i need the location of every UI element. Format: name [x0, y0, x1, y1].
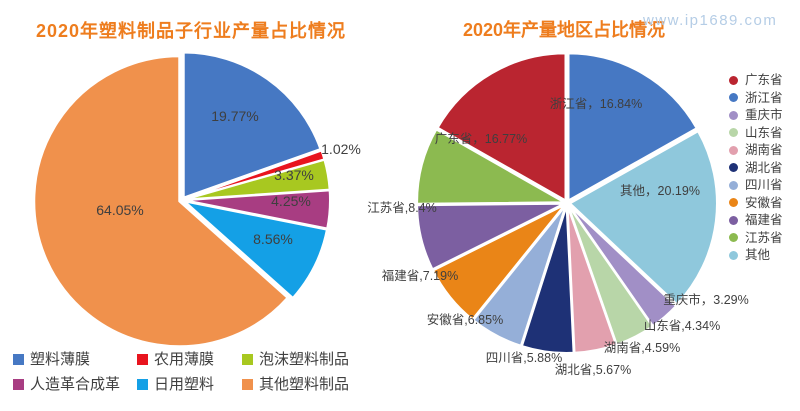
- right-chart-title: 2020年产量地区占比情况: [463, 20, 666, 40]
- pie-slice: [436, 52, 567, 202]
- pie-slice: [520, 204, 575, 354]
- pie-slice: [416, 128, 566, 205]
- pie-data-label: 湖南省,4.59%: [604, 340, 680, 355]
- pie-slice: [472, 204, 567, 347]
- pie-data-label: 其他，20.19%: [620, 184, 700, 198]
- pie-data-label: 4.25%: [271, 193, 311, 209]
- pie-slice: [183, 200, 328, 299]
- pie-data-label: 福建省,7.19%: [382, 268, 458, 283]
- pie-data-label: 3.37%: [274, 167, 314, 183]
- pie-slice: [416, 202, 566, 271]
- pie-data-label: 64.05%: [96, 202, 143, 218]
- left-chart-title: 2020年塑料制品子行业产量占比情况: [36, 21, 347, 41]
- pie-data-label: 山东省,4.34%: [644, 319, 720, 333]
- pie-slice: [183, 189, 331, 230]
- pie-data-label: 1.02%: [321, 141, 361, 157]
- pie-data-label: 19.77%: [211, 108, 258, 124]
- watermark: www.ip1689.com: [643, 12, 778, 29]
- pie-slice: [432, 203, 566, 321]
- pie-data-label: 8.56%: [253, 231, 293, 247]
- pie-data-label: 浙江省，16.84%: [550, 96, 642, 111]
- pie-slice: [33, 55, 289, 348]
- pie-data-label: 四川省,5.88%: [486, 351, 562, 365]
- pie-data-label: 广东省，16.77%: [435, 132, 527, 146]
- pie-slice: [567, 52, 698, 202]
- pie-data-label: 安徽省,6.85%: [427, 312, 503, 327]
- pie-data-label: 江苏省,8.4%: [367, 200, 436, 215]
- pie-slice: [568, 130, 718, 306]
- pie-slice: [182, 51, 322, 199]
- pie-data-label: 重庆市，3.29%: [663, 292, 748, 307]
- pie-data-label: 湖北省,5.67%: [555, 362, 631, 377]
